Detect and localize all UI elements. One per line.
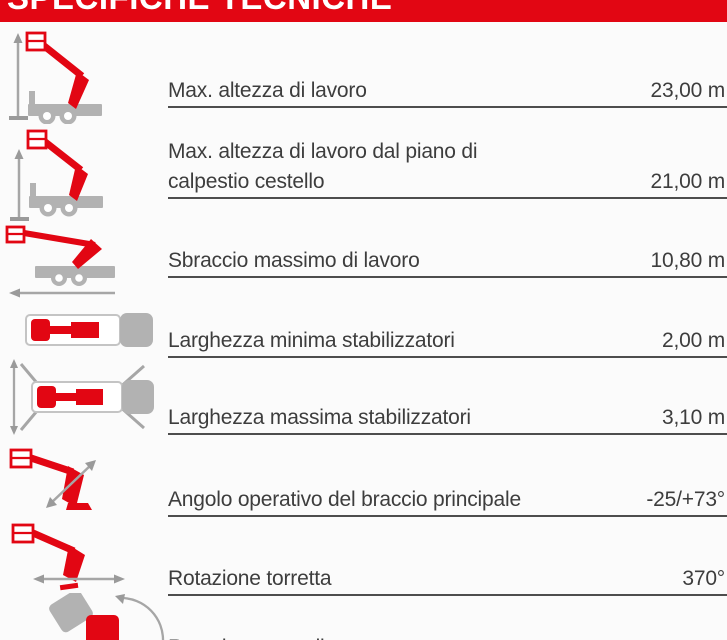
spec-row-basket-floor-height: Max. altezza di lavoro dal piano di calp… bbox=[168, 137, 727, 199]
truck-basket-floor-height-icon bbox=[0, 126, 165, 231]
spec-label: Max. altezza di lavoro bbox=[168, 79, 367, 102]
spec-label: Max. altezza di lavoro dal piano di calp… bbox=[168, 140, 478, 193]
spec-label: Rotazione cestello bbox=[168, 633, 598, 640]
spec-value: -25/+73° bbox=[646, 488, 725, 511]
stabilizers-max-width-icon bbox=[6, 357, 158, 442]
turret-rotation-icon bbox=[8, 522, 158, 599]
spec-row-max-outreach: Sbraccio massimo di lavoro 10,80 m bbox=[168, 246, 727, 278]
spec-label: Larghezza minima stabilizzatori bbox=[168, 329, 455, 352]
truck-max-height-icon bbox=[5, 30, 160, 129]
spec-value: 10,80 m bbox=[650, 249, 726, 272]
spec-row-boom-angle: Angolo operativo del braccio principale … bbox=[168, 485, 727, 517]
spec-label: Rotazione torretta bbox=[168, 567, 332, 590]
page-title: SPECIFICHE TECNICHE bbox=[7, 0, 392, 14]
spec-row-max-working-height: Max. altezza di lavoro 23,00 m bbox=[168, 76, 727, 108]
boom-operating-angle-icon bbox=[8, 447, 156, 522]
basket-rotation-icon bbox=[28, 589, 168, 640]
spec-row-basket-rotation: Rotazione cestello bbox=[168, 633, 727, 640]
header-bar: SPECIFICHE TECNICHE bbox=[0, 0, 727, 22]
spec-row-min-stabilizer-width: Larghezza minima stabilizzatori 2,00 m bbox=[168, 326, 727, 358]
spec-row-max-stabilizer-width: Larghezza massima stabilizzatori 3,10 m bbox=[168, 403, 727, 435]
truck-outreach-icon bbox=[5, 224, 165, 307]
spec-value: 21,00 m bbox=[650, 170, 726, 193]
spec-label: Sbraccio massimo di lavoro bbox=[168, 249, 420, 272]
spec-value: 23,00 m bbox=[650, 79, 726, 102]
spec-value: 3,10 m bbox=[662, 406, 725, 429]
spec-value: 2,00 m bbox=[662, 329, 725, 352]
spec-label: Larghezza massima stabilizzatori bbox=[168, 406, 471, 429]
spec-row-turret-rotation: Rotazione torretta 370° bbox=[168, 564, 727, 596]
spec-label: Angolo operativo del braccio principale bbox=[168, 488, 521, 511]
spec-value: 370° bbox=[682, 567, 725, 590]
stabilizers-min-width-icon bbox=[24, 309, 154, 356]
